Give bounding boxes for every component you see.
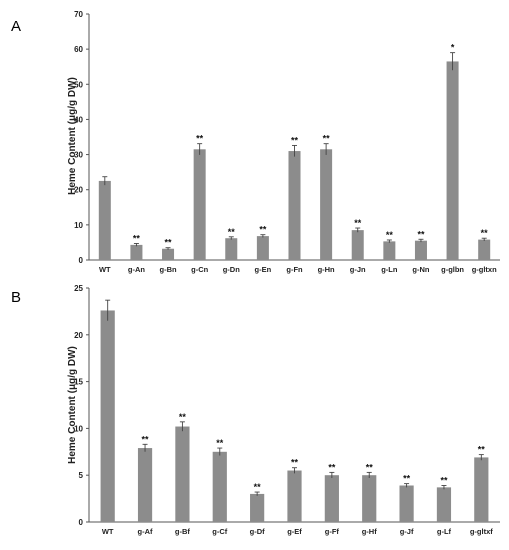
panel-b-significance-marker: ** — [179, 412, 187, 422]
panel-b-category-label: g-Hf — [362, 527, 377, 536]
panel-a-bar — [162, 248, 175, 260]
panel-a-chart: 0 10 20 30 40 50 60 70 WT ** g-An ** g-Bn ** g-Cn ** g-D… — [74, 10, 500, 274]
panel-b-category-label: g-Af — [138, 527, 153, 536]
panel-a-y-tick-label: 60 — [74, 45, 83, 54]
panel-b-significance-marker: ** — [403, 474, 411, 484]
panel-a-category-label: g-Nn — [412, 265, 429, 274]
panel-a-category-label: g-Fn — [286, 265, 303, 274]
panel-a-significance-marker: ** — [259, 225, 267, 235]
panel-a-bar — [478, 239, 491, 260]
panel-b-category-label: g-Ff — [325, 527, 340, 536]
panel-a-bar — [225, 238, 238, 260]
panel-a-category-label: WT — [99, 265, 111, 274]
panel-b-category-label: g-gltxf — [470, 527, 493, 536]
panel-b-significance-marker: ** — [328, 462, 336, 472]
panel-a-category-label: g-gltxn — [472, 265, 497, 274]
panel-a-bar — [193, 149, 206, 260]
panel-b-category-label: g-Cf — [212, 527, 227, 536]
panel-a-category-label: g-En — [255, 265, 272, 274]
panel-a-bar — [98, 180, 111, 260]
panel-b-significance-marker: ** — [216, 438, 224, 448]
panel-b-y-axis-label: Heme Content (μg/g DW) — [67, 346, 78, 464]
panel-a-significance-marker: ** — [196, 134, 204, 144]
panel-b-y-tick-label: 25 — [74, 284, 83, 293]
panel-b-bar — [137, 448, 153, 522]
panel-a-bar — [320, 149, 333, 260]
panel-a-category-label: g-Jn — [350, 265, 366, 274]
panel-a-significance-marker: ** — [165, 238, 173, 248]
panel-a-y-tick-label: 70 — [74, 10, 83, 19]
panel-a-significance-marker: * — [451, 43, 455, 53]
panel-a-bar — [446, 61, 459, 260]
panel-a-bar — [288, 151, 301, 260]
panel-b-bar — [474, 457, 489, 522]
panel-b-chart: 0 5 10 15 20 25 WT ** g-Af ** g-Bf ** g-Cf ** g-Df ** g-… — [74, 284, 500, 536]
panel-a-significance-marker: ** — [481, 228, 489, 238]
panel-a-significance-marker: ** — [228, 227, 236, 237]
panel-b-significance-marker: ** — [291, 458, 299, 468]
panel-a-significance-marker: ** — [323, 134, 331, 144]
panel-a-significance-marker: ** — [291, 135, 299, 145]
panel-b-bar — [287, 470, 302, 522]
panel-a-category-label: g-Hn — [318, 265, 335, 274]
panel-b-letter: B — [11, 289, 21, 306]
panel-a-y-axis-label: Heme Content (μg/g DW) — [67, 77, 78, 195]
panel-b-y-tick-label: 20 — [74, 331, 83, 340]
panel-b-y-tick-label: 0 — [79, 518, 84, 527]
panel-a-category-label: g-An — [128, 265, 145, 274]
panel-a-significance-marker: ** — [133, 233, 141, 243]
panel-b-significance-marker: ** — [142, 434, 150, 444]
panel-a-category-label: g-glbn — [441, 265, 464, 274]
panel-b-bar — [399, 485, 414, 522]
panel-a-significance-marker: ** — [354, 218, 362, 228]
panel-a-y-tick-label: 30 — [74, 151, 83, 160]
panel-a-bar — [256, 236, 269, 260]
panel-a-y-tick-label: 10 — [74, 221, 83, 230]
panel-a-y-tick-label: 20 — [74, 186, 83, 195]
panel-a-bar — [414, 240, 427, 260]
panel-b-significance-marker: ** — [366, 462, 374, 472]
panel-a-y-tick-label: 0 — [79, 256, 84, 265]
panel-b-bar — [100, 310, 115, 522]
panel-a-bar — [351, 230, 364, 260]
panel-a-bar — [383, 241, 396, 260]
panel-b-bar — [436, 487, 452, 522]
panel-b-category-label: g-Jf — [400, 527, 414, 536]
panel-b-bar — [212, 451, 227, 522]
panel-b-category-label: g-Df — [250, 527, 265, 536]
panel-b-bar — [175, 426, 190, 522]
panel-b-bar — [324, 475, 339, 522]
panel-b-category-label: WT — [102, 527, 114, 536]
panel-b-y-tick-label: 5 — [79, 471, 84, 480]
panel-a-y-tick-label: 40 — [74, 115, 83, 124]
panel-a-category-label: g-Cn — [191, 265, 208, 274]
panel-b-category-label: g-Bf — [175, 527, 190, 536]
panel-a-category-label: g-Bn — [159, 265, 176, 274]
panel-b-category-label: g-Ef — [287, 527, 302, 536]
panel-b-significance-marker: ** — [478, 445, 486, 455]
panel-b-bar — [250, 493, 265, 522]
panel-a-bar — [130, 244, 143, 260]
panel-a-category-label: g-Ln — [381, 265, 398, 274]
panel-a-category-label: g-Dn — [223, 265, 240, 274]
panel-b-y-tick-label: 10 — [74, 424, 83, 433]
panel-b-significance-marker: ** — [254, 482, 262, 492]
panel-a-letter: A — [11, 18, 21, 35]
panel-b-category-label: g-Lf — [437, 527, 452, 536]
panel-b-bar — [362, 475, 377, 522]
panel-a-significance-marker: ** — [417, 229, 425, 239]
panel-a-y-tick-label: 50 — [74, 80, 83, 89]
panel-a-significance-marker: ** — [386, 230, 394, 240]
panel-b-y-tick-label: 15 — [74, 378, 83, 387]
panel-b-significance-marker: ** — [440, 475, 448, 485]
